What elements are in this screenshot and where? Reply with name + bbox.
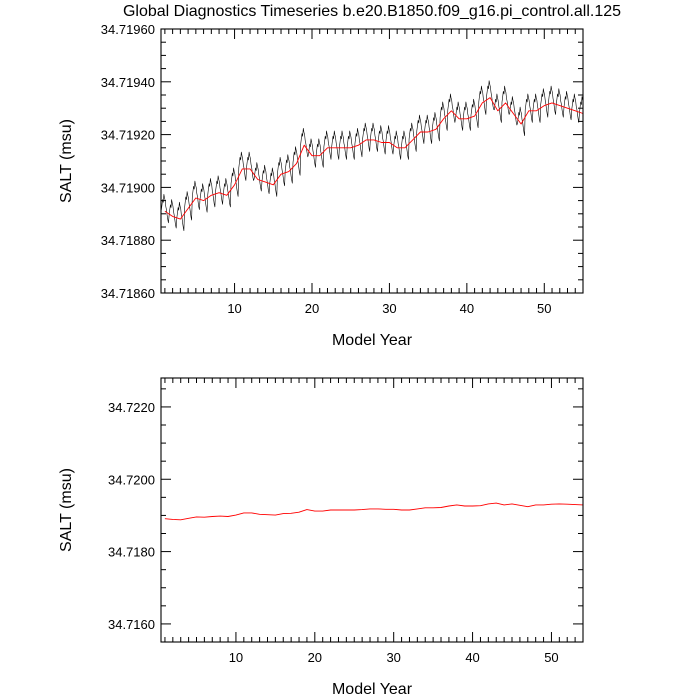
- bottom-panel: 10 20 30 40 50 34.7160 34.7180 34.7200 34.7220 M…: [58, 377, 584, 698]
- bottom-y-tick-label: 34.7200: [108, 472, 155, 487]
- top-series-0-line: [161, 80, 583, 231]
- top-x-tick-label: 50: [537, 301, 551, 316]
- top-x-tick-label: 10: [227, 301, 241, 316]
- top-x-tick-label: 30: [382, 301, 396, 316]
- bottom-axes: 10 20 30 40 50 34.7160 34.7180 34.7200 34.7220: [108, 378, 584, 665]
- top-y-axis-label: SALT (msu): [58, 119, 75, 203]
- top-x-axis-label: Model Year: [332, 332, 413, 349]
- bottom-x-tick-label: 30: [386, 650, 400, 665]
- bottom-y-tick-label: 34.7180: [108, 545, 155, 560]
- bottom-y-axis-label: SALT (msu): [58, 468, 75, 552]
- bottom-x-tick-label: 40: [465, 650, 479, 665]
- figure-title: Global Diagnostics Timeseries b.e20.B185…: [123, 3, 621, 20]
- top-axes: 10 20 30 40 50 34.71860 34.71880 34.71900 34.719…: [101, 22, 584, 316]
- top-series-1-line: [164, 97, 584, 220]
- bottom-x-tick-label: 10: [229, 650, 243, 665]
- bottom-y-tick-label: 34.7220: [108, 400, 155, 415]
- top-x-tick-label: 20: [305, 301, 319, 316]
- top-y-tick-label: 34.71960: [101, 22, 155, 37]
- bottom-plot-frame: [160, 377, 584, 643]
- bottom-y-tick-label: 34.7160: [108, 617, 155, 632]
- top-y-tick-label: 34.71920: [101, 128, 155, 143]
- top-y-tick-label: 34.71900: [101, 180, 155, 195]
- top-y-tick-label: 34.71940: [101, 75, 155, 90]
- top-plot-frame: [160, 28, 584, 294]
- bottom-x-tick-label: 50: [544, 650, 558, 665]
- top-x-tick-label: 40: [460, 301, 474, 316]
- bottom-series-0-line: [164, 502, 584, 521]
- top-y-tick-label: 34.71880: [101, 233, 155, 248]
- top-series-layer: [161, 80, 584, 231]
- top-panel: 10 20 30 40 50 34.71860 34.71880 34.71900 34.719…: [58, 22, 584, 349]
- bottom-x-axis-label: Model Year: [332, 681, 413, 698]
- bottom-series-layer: [164, 502, 584, 521]
- top-y-tick-label: 34.71860: [101, 286, 155, 301]
- bottom-x-tick-label: 20: [308, 650, 322, 665]
